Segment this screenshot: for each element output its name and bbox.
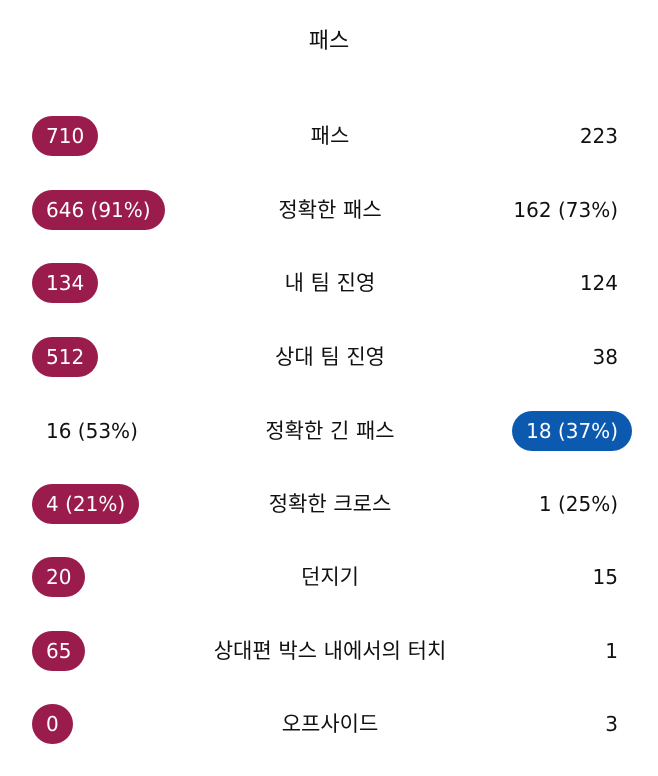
stat-label: 던지기 — [301, 565, 359, 589]
stat-row-accurate-passes: 646 (91%) 정확한 패스 162 (73%) — [0, 190, 658, 230]
stat-row-opposition-half: 512 상대 팀 진영 38 — [0, 337, 658, 377]
left-team-value: 4 (21%) — [32, 484, 140, 524]
left-team-value: 65 — [32, 631, 86, 671]
stat-row-offsides: 0 오프사이드 3 — [0, 704, 658, 744]
right-team-value: 38 — [592, 345, 618, 369]
left-team-value: 134 — [32, 263, 99, 303]
right-team-value: 15 — [592, 565, 618, 589]
stat-row-accurate-long-balls: 16 (53%) 정확한 긴 패스 18 (37%) — [0, 411, 658, 451]
right-team-value: 18 (37%) — [512, 411, 632, 451]
stat-label: 패스 — [310, 124, 350, 148]
left-team-value: 20 — [32, 557, 86, 597]
right-team-value: 124 — [579, 271, 618, 295]
right-team-value: 1 (25%) — [538, 492, 618, 516]
stat-label: 상대 팀 진영 — [275, 345, 385, 369]
left-team-value: 512 — [32, 337, 99, 377]
left-team-value: 16 (53%) — [46, 419, 138, 443]
right-team-value: 223 — [579, 124, 618, 148]
stat-label: 정확한 크로스 — [268, 492, 392, 516]
right-team-value: 1 — [605, 639, 618, 663]
stat-label: 정확한 패스 — [278, 198, 382, 222]
stat-label: 정확한 긴 패스 — [265, 419, 395, 443]
left-team-value: 646 (91%) — [32, 190, 165, 230]
left-team-value: 0 — [32, 704, 73, 744]
stat-row-accurate-crosses: 4 (21%) 정확한 크로스 1 (25%) — [0, 484, 658, 524]
stat-row-throw-ins: 20 던지기 15 — [0, 557, 658, 597]
stat-label: 내 팀 진영 — [284, 271, 376, 295]
stat-label: 상대편 박스 내에서의 터치 — [213, 639, 447, 663]
stat-row-passes: 710 패스 223 — [0, 116, 658, 156]
left-team-value: 710 — [32, 116, 99, 156]
section-title: 패스 — [308, 29, 350, 54]
stat-label: 오프사이드 — [281, 712, 379, 736]
stat-row-own-half: 134 내 팀 진영 124 — [0, 263, 658, 303]
right-team-value: 3 — [605, 712, 618, 736]
stat-row-touches-in-opposition-box: 65 상대편 박스 내에서의 터치 1 — [0, 631, 658, 671]
right-team-value: 162 (73%) — [513, 198, 618, 222]
